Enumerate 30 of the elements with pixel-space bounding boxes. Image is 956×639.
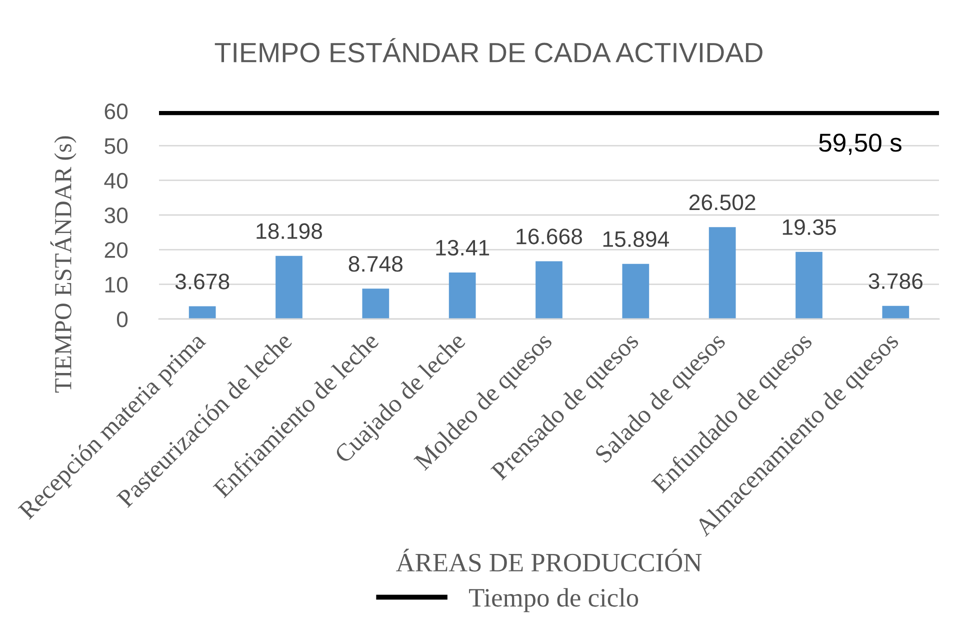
- bar: [882, 306, 910, 319]
- data-label: 13.41: [436, 240, 490, 256]
- bar: [362, 288, 390, 319]
- data-label: 18.198: [256, 223, 322, 240]
- y-tick-label: 30: [104, 208, 128, 224]
- bar: [708, 227, 736, 319]
- bar: [622, 264, 650, 319]
- bar: [188, 306, 216, 319]
- bar: [448, 272, 476, 319]
- x-axis-title: ÁREAS DE PRODUCCIÓN: [396, 548, 702, 572]
- bar: [796, 252, 822, 319]
- data-label: 3.786: [868, 273, 922, 289]
- y-tick-label: 20: [104, 242, 128, 258]
- legend-label: Tiempo de ciclo: [469, 588, 638, 612]
- data-label: 19.35: [782, 219, 836, 236]
- chart-title: TIEMPO ESTÁNDAR DE CADA ACTIVIDAD: [214, 38, 762, 62]
- data-label: 8.748: [348, 256, 403, 272]
- data-label: 15.894: [603, 231, 670, 248]
- data-label: 3.678: [175, 274, 230, 290]
- data-label: 26.502: [689, 194, 756, 210]
- y-tick-label: 10: [105, 276, 128, 293]
- y-axis-title: TIEMPO ESTÁNDAR (s): [50, 136, 76, 393]
- y-tick-label: 50: [104, 138, 128, 154]
- y-tick-label: 40: [104, 172, 128, 189]
- y-tick-label: 60: [104, 104, 128, 120]
- bar: [276, 256, 302, 319]
- annotation: 59,50 s: [819, 134, 902, 155]
- y-tick-label: 0: [116, 312, 128, 328]
- bar: [536, 261, 562, 319]
- data-label: 16.668: [516, 228, 582, 244]
